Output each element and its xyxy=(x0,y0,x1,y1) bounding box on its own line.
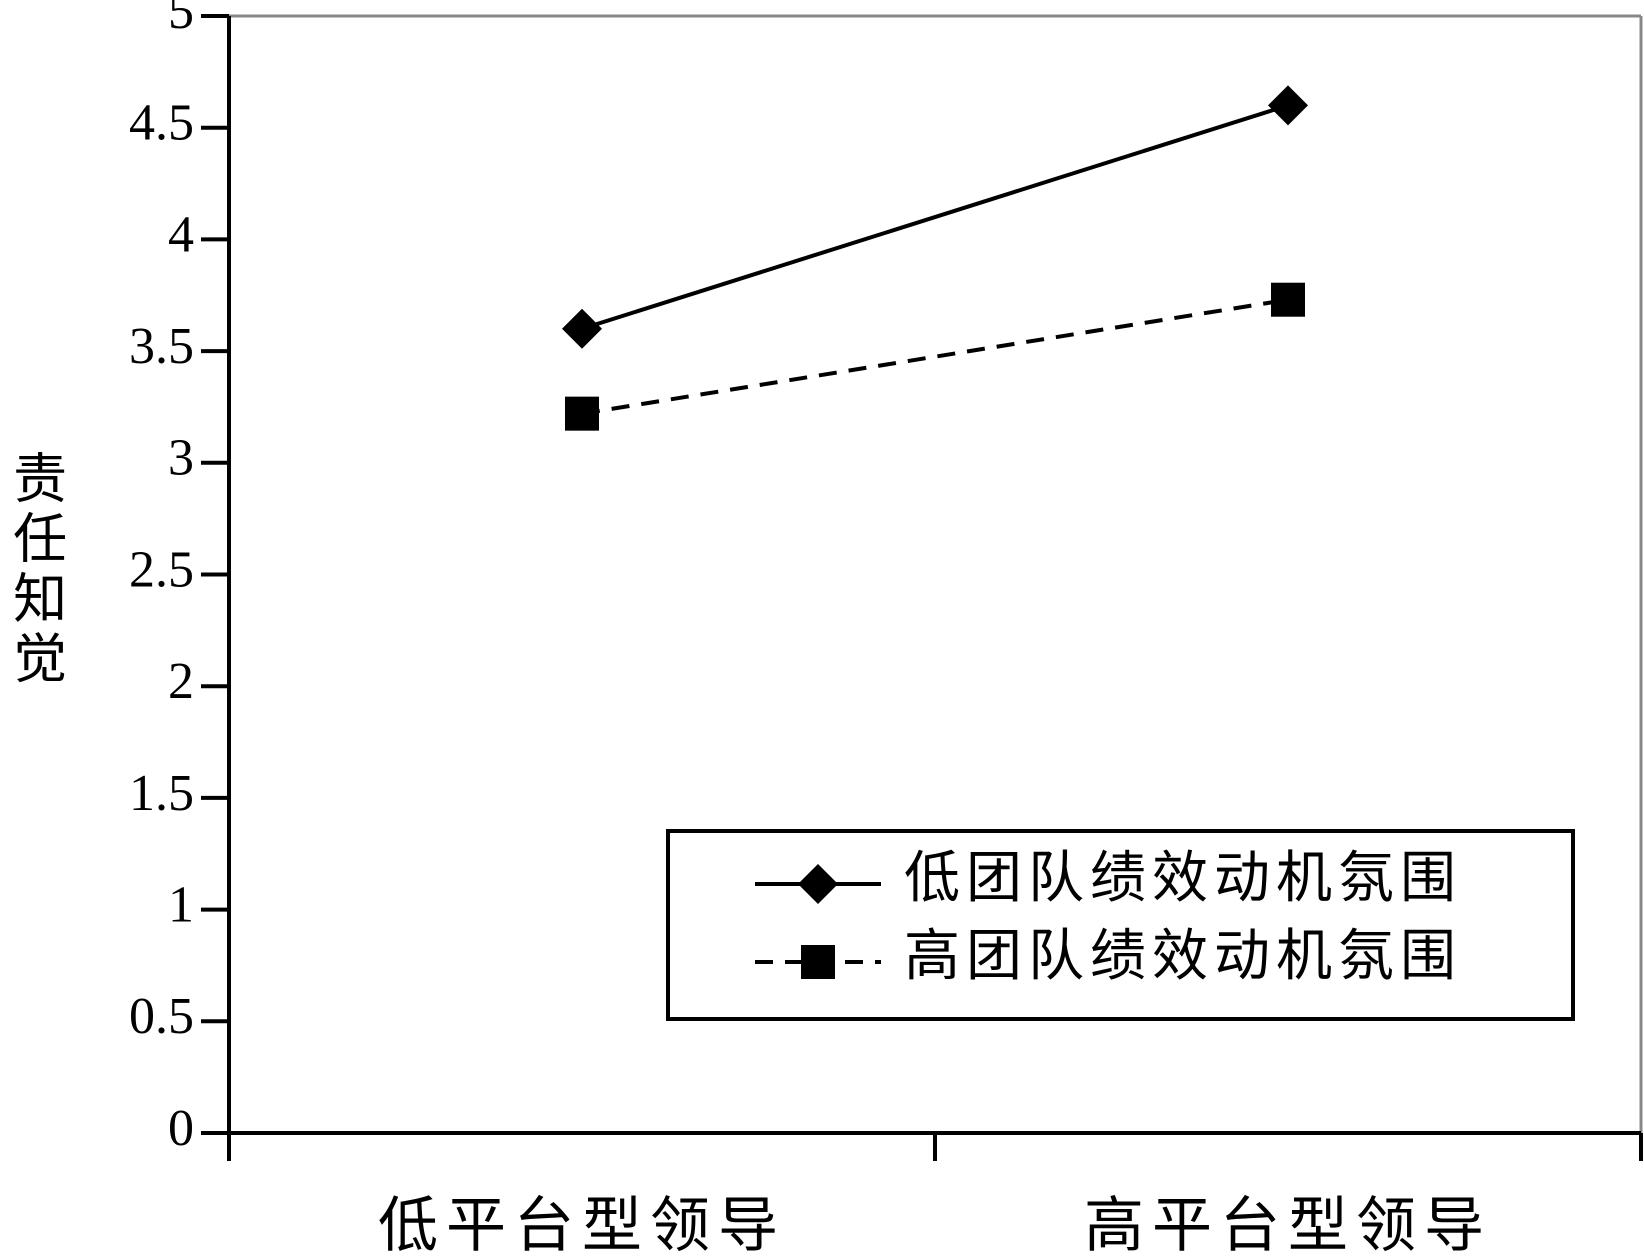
series-line xyxy=(581,103,1289,331)
y-tick-label: 1.5 xyxy=(129,765,194,822)
y-tick-label: 3.5 xyxy=(129,318,194,375)
legend-box xyxy=(666,829,1575,1021)
legend-label: 高团队绩效动机氛围 xyxy=(904,926,1462,988)
marker xyxy=(1271,282,1305,317)
marker xyxy=(1268,85,1308,126)
marker xyxy=(798,864,838,904)
y-tick-label: 0 xyxy=(168,1100,194,1157)
y-axis-label: 责任知觉 xyxy=(5,450,66,690)
y-tick-label: 2 xyxy=(168,653,194,710)
y-tick-label: 4.5 xyxy=(129,95,194,152)
y-tick-label: 1 xyxy=(168,877,194,934)
y-tick-label: 3 xyxy=(168,430,194,487)
x-tick-label: 低平台型领导 xyxy=(378,1193,786,1258)
x-tick-label: 高平台型领导 xyxy=(1084,1193,1492,1258)
y-tick-label: 4 xyxy=(168,206,194,263)
y-tick-label: 0.5 xyxy=(129,988,194,1045)
y-tick-label: 5 xyxy=(168,0,194,40)
legend-label: 低团队绩效动机氛围 xyxy=(904,848,1462,910)
marker xyxy=(565,396,599,431)
marker xyxy=(562,308,602,349)
y-tick-label: 2.5 xyxy=(129,541,194,598)
marker xyxy=(801,945,835,979)
series-line xyxy=(581,297,1289,416)
